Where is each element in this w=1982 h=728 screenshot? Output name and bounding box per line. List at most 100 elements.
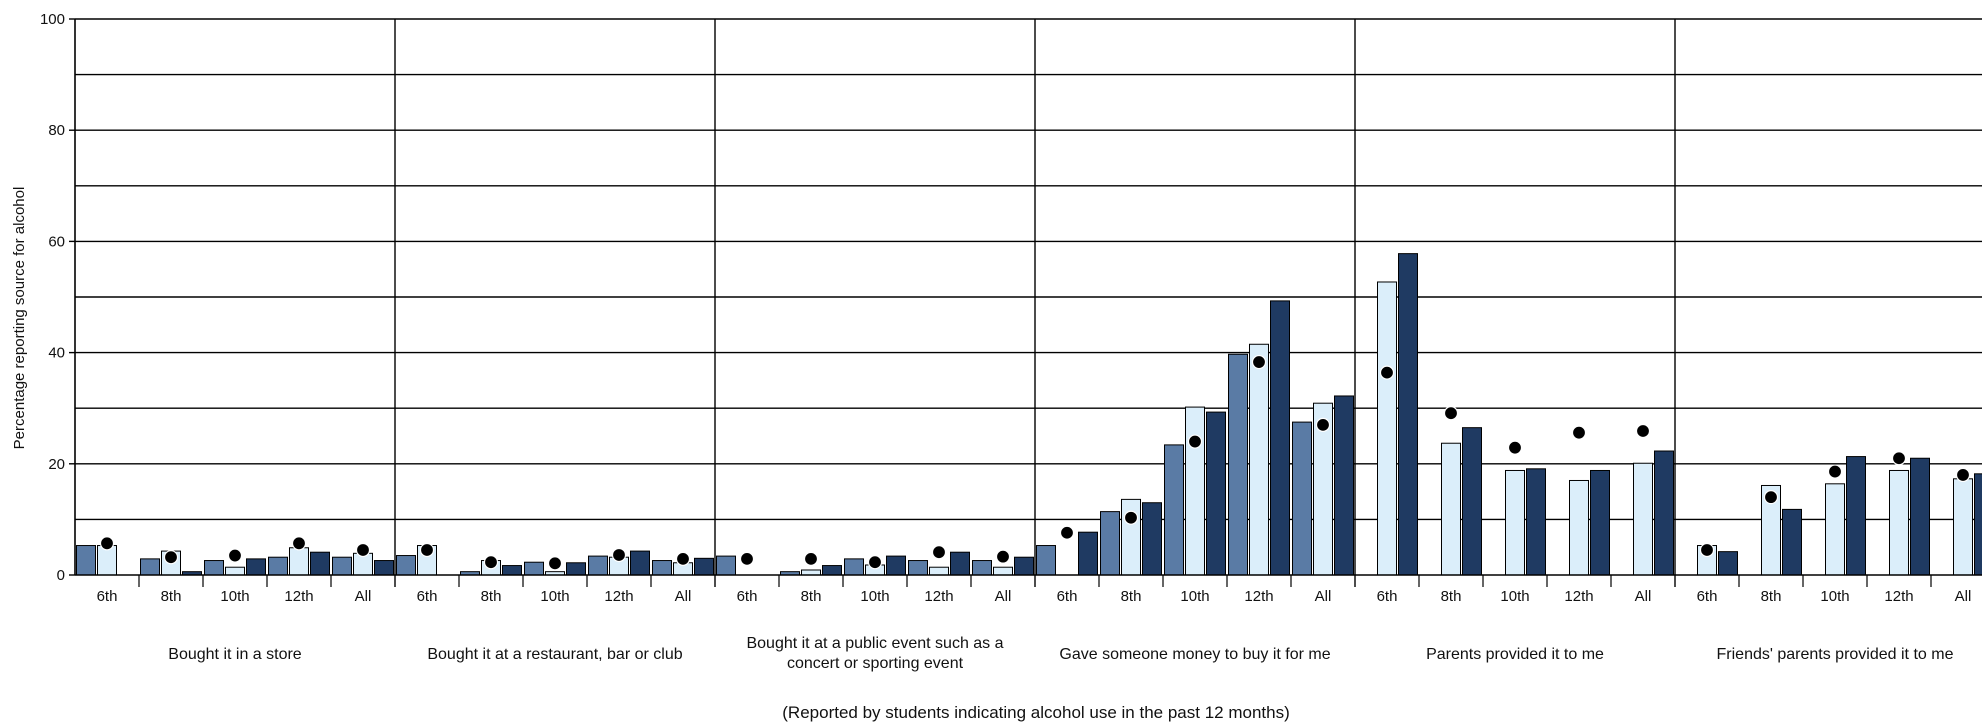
bar [310, 551, 330, 576]
bar [225, 566, 245, 576]
marker-point [1315, 417, 1331, 432]
bar [1206, 411, 1226, 576]
marker-point [675, 551, 691, 566]
bar [1889, 469, 1909, 576]
bar [1569, 479, 1589, 576]
y-tick-label: 100 [40, 11, 65, 28]
grade-label: 6th [1057, 588, 1078, 605]
chart-note: (Reported by students indicating alcohol… [782, 703, 1289, 722]
bar [1846, 456, 1866, 576]
marker-point [227, 548, 243, 563]
markers [99, 354, 1971, 571]
grade-label: 10th [1820, 588, 1849, 605]
marker-point [1635, 423, 1651, 439]
gridlines [75, 18, 1982, 587]
marker-point [931, 545, 947, 560]
bar [929, 566, 949, 576]
grade-label: 8th [481, 588, 502, 605]
bar [1633, 462, 1653, 576]
bar [332, 556, 352, 576]
bar [908, 560, 928, 576]
marker-point [419, 542, 435, 558]
bar [1718, 551, 1738, 576]
marker-point [1379, 365, 1395, 380]
marker-point [803, 551, 819, 566]
bar [1078, 531, 1098, 576]
bar [1292, 421, 1312, 576]
grade-label: 8th [1121, 588, 1142, 605]
bar [502, 565, 522, 576]
grade-label: 12th [604, 588, 633, 605]
grade-label: 10th [220, 588, 249, 605]
bar [950, 551, 970, 576]
grade-label: 8th [161, 588, 182, 605]
bar [1654, 450, 1674, 576]
bar [396, 555, 416, 576]
marker-point [1571, 425, 1587, 440]
grade-label: All [1635, 588, 1652, 605]
bar [204, 560, 224, 576]
grade-label: 12th [1244, 588, 1273, 605]
marker-point [1123, 510, 1139, 525]
bar [76, 545, 96, 576]
y-axis-title: Percentage reporting source for alcohol [11, 187, 28, 450]
marker-point [1251, 354, 1267, 370]
bar [993, 566, 1013, 576]
bar [1505, 469, 1525, 576]
bar [374, 560, 394, 576]
bar [566, 562, 586, 576]
marker-point [291, 536, 307, 551]
marker-point [611, 547, 627, 563]
marker-point [1059, 525, 1075, 540]
marker-point [1507, 440, 1523, 455]
marker-point [483, 555, 499, 570]
bar [1377, 281, 1397, 576]
marker-point [1891, 451, 1907, 466]
bar [694, 557, 714, 576]
y-tick-label: 60 [48, 233, 65, 250]
y-tick-label: 0 [57, 567, 65, 584]
marker-point [547, 556, 563, 571]
group-label: Gave someone money to buy it for me [1059, 646, 1330, 663]
group-label: Friends' parents provided it to me [1717, 646, 1954, 663]
y-tick-label: 80 [48, 122, 65, 139]
bar [1590, 469, 1610, 576]
bar [1100, 511, 1120, 576]
grade-label: 10th [1180, 588, 1209, 605]
group-label: Bought it at a restaurant, bar or club [427, 646, 682, 663]
bar [1185, 406, 1205, 576]
grade-label: All [995, 588, 1012, 605]
grade-label: 12th [1564, 588, 1593, 605]
bar [652, 560, 672, 576]
bar [1526, 468, 1546, 576]
marker-point [99, 536, 115, 551]
grade-label: 10th [1500, 588, 1529, 605]
grade-label: 6th [1377, 588, 1398, 605]
marker-point [1827, 464, 1843, 479]
bar [630, 550, 650, 576]
grade-label: 10th [540, 588, 569, 605]
bar [1249, 343, 1269, 576]
grade-label: 8th [1761, 588, 1782, 605]
bar [1228, 353, 1248, 576]
bar [886, 555, 906, 576]
bar [1974, 473, 1982, 576]
grade-label: 6th [1697, 588, 1718, 605]
grade-label: 10th [860, 588, 889, 605]
bar [1441, 442, 1461, 576]
bar [1825, 483, 1845, 576]
bar [1398, 253, 1418, 576]
grade-label: 12th [1884, 588, 1913, 605]
bar [268, 556, 288, 576]
bar [1014, 556, 1034, 576]
bar [716, 555, 736, 576]
bar [1142, 502, 1162, 576]
bar [1036, 545, 1056, 576]
grade-label: All [1315, 588, 1332, 605]
bar [1782, 508, 1802, 576]
bars [76, 253, 1982, 576]
marker-point [1443, 406, 1459, 421]
group-label: concert or sporting event [787, 655, 964, 672]
bar [140, 558, 160, 576]
